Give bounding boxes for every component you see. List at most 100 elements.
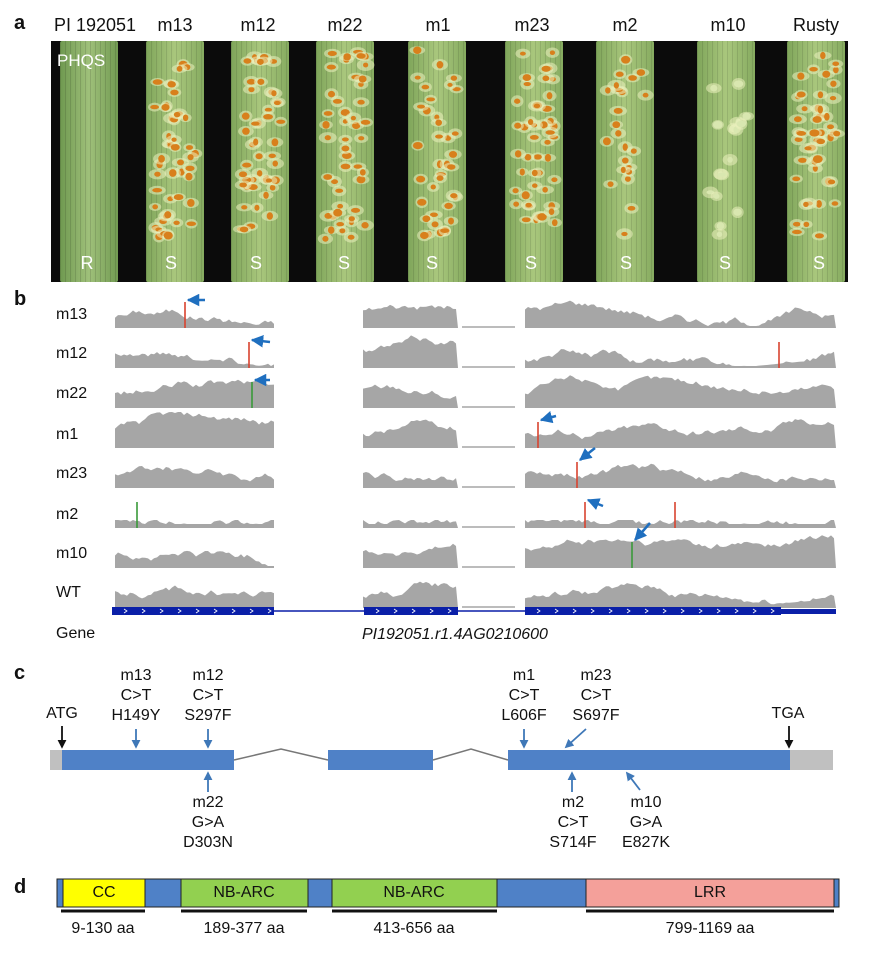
strand-chevron	[411, 608, 416, 614]
strand-chevron	[249, 608, 254, 614]
exon-3	[508, 750, 790, 770]
mutation-aa: H149Y	[111, 707, 161, 724]
rust-pustule	[363, 62, 369, 68]
coverage-area	[363, 304, 458, 328]
rust-pustule	[733, 80, 744, 88]
rust-pustule	[824, 112, 830, 121]
snp-arrow	[579, 447, 596, 461]
rust-pustule	[266, 212, 273, 220]
strand-chevron	[123, 608, 128, 614]
rust-pustule	[727, 156, 733, 163]
reaction-label: R	[80, 253, 94, 273]
coverage-area	[363, 471, 458, 488]
panel-c-letter: c	[14, 662, 26, 684]
strand-chevron	[429, 608, 434, 614]
rust-pustule	[264, 107, 273, 112]
domain-label: CC	[92, 884, 116, 901]
snp-arrow	[634, 522, 651, 541]
mutation-change: C>T	[557, 814, 589, 831]
strand-chevron	[141, 608, 146, 614]
rust-pustule	[615, 130, 622, 137]
rust-pustule	[524, 154, 532, 161]
coverage-area	[525, 520, 836, 528]
rust-pustule	[440, 228, 450, 233]
rust-pustule	[827, 179, 836, 185]
coverage-area	[115, 585, 274, 608]
rust-pustule	[529, 135, 539, 140]
rust-pustule	[358, 136, 365, 141]
rust-pustule	[602, 137, 611, 146]
rust-pustule	[256, 58, 264, 65]
rust-pustule	[545, 130, 555, 135]
sample-label: m23	[56, 465, 88, 482]
mutation-aa: S697F	[572, 707, 620, 724]
rust-pustule	[519, 51, 526, 56]
rust-pustule	[435, 134, 443, 139]
rust-pustule	[736, 120, 746, 128]
rust-pustule	[742, 112, 751, 120]
coverage-area	[115, 412, 274, 448]
rust-pustule	[796, 91, 806, 98]
rust-pustule	[817, 105, 824, 114]
strand-chevron	[716, 608, 721, 614]
mutation-name: m1	[512, 667, 536, 684]
rust-pustule	[436, 175, 444, 181]
rust-pustule	[185, 145, 194, 150]
rust-pustule	[533, 103, 541, 109]
rust-pustule	[794, 116, 802, 123]
rust-pustule	[272, 160, 278, 167]
rust-pustule	[613, 82, 620, 89]
sample-label: m13	[56, 306, 88, 323]
rust-pustule	[642, 92, 649, 98]
rust-pustule	[242, 162, 252, 168]
rust-pustule	[356, 53, 366, 59]
reaction-label: S	[619, 253, 633, 273]
rust-pustule	[816, 138, 826, 145]
rust-pustule	[797, 72, 805, 80]
rust-pustule	[831, 201, 839, 206]
rust-pustule	[716, 222, 725, 230]
rust-pustule	[332, 98, 343, 104]
rust-pustule	[269, 184, 276, 191]
rust-pustule	[331, 179, 339, 185]
rust-pustule	[327, 90, 336, 98]
rust-pustule	[544, 153, 552, 162]
rust-pustule	[804, 146, 812, 151]
rust-pustule	[607, 181, 614, 187]
rust-pustule	[253, 138, 259, 146]
exon-2	[328, 750, 433, 770]
rust-pustule	[621, 231, 628, 237]
rust-pustule	[803, 201, 809, 207]
rust-pustule	[242, 127, 250, 135]
rust-pustule	[514, 98, 521, 104]
rust-pustule	[340, 163, 351, 170]
rust-pustule	[794, 137, 803, 142]
mutation-name: m13	[120, 667, 152, 684]
rust-pustule	[173, 220, 180, 226]
strand-chevron	[159, 608, 164, 614]
sample-label: WT	[56, 584, 81, 601]
sample-label: m10	[56, 545, 88, 562]
rust-pustule	[276, 119, 286, 124]
start-codon-label: ATG	[46, 705, 78, 722]
mutation-aa: E827K	[621, 834, 671, 851]
rust-pustule	[322, 235, 329, 242]
rust-pustule	[532, 183, 538, 188]
rust-pustule	[833, 130, 841, 137]
domain-lrr	[585, 878, 835, 908]
strand-chevron	[698, 608, 703, 614]
mutation-change: C>T	[508, 687, 540, 704]
sample-label: m12	[56, 345, 88, 362]
rust-pustule	[239, 226, 249, 233]
rust-pustule	[733, 208, 742, 216]
reaction-label: S	[812, 253, 826, 273]
rust-pustule	[152, 79, 163, 85]
sample-label: m22	[56, 385, 88, 402]
utr-3prime	[790, 750, 833, 770]
rust-pustule	[333, 208, 343, 217]
snp-arrow	[250, 335, 271, 348]
mutation-name: m22	[192, 794, 224, 811]
gene-row-label: Gene	[56, 625, 96, 642]
rust-pustule	[353, 164, 363, 169]
rust-pustule	[612, 121, 621, 129]
